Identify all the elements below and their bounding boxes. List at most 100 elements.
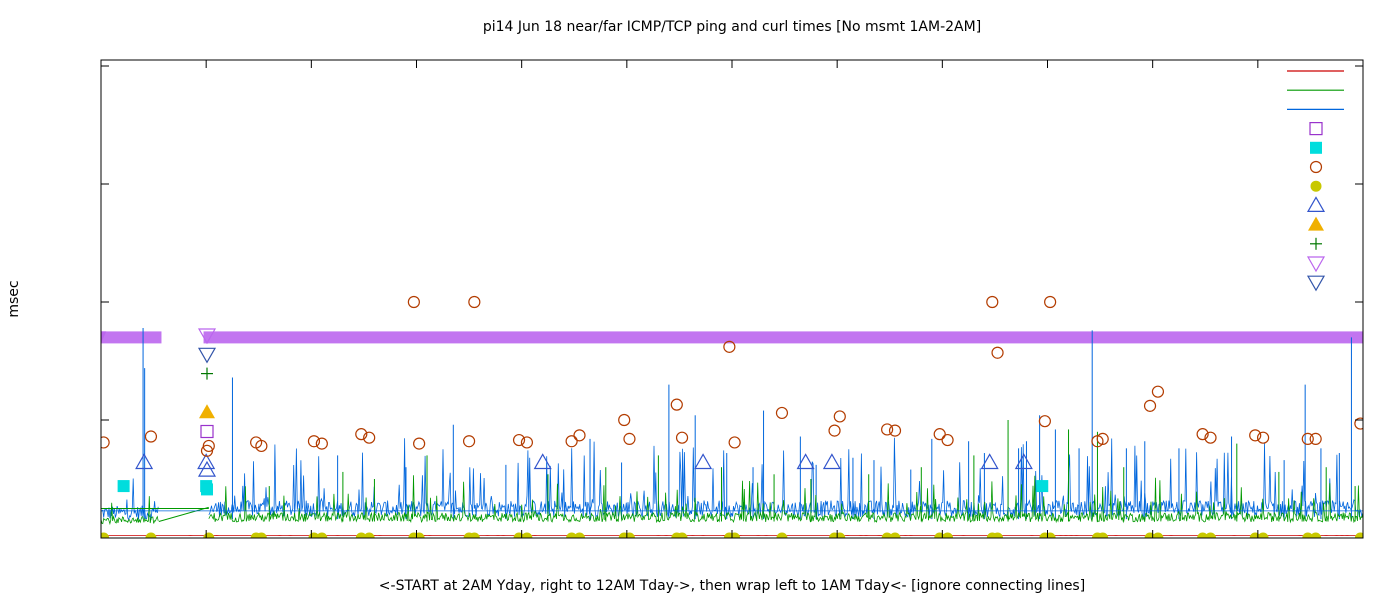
legend-swatch-5 bbox=[1309, 160, 1323, 174]
curl-point-44-shape bbox=[1354, 417, 1363, 430]
dns-point-39-shape bbox=[1205, 532, 1217, 538]
curl-point-34-shape bbox=[1091, 435, 1104, 448]
dns-point-20-shape bbox=[676, 532, 688, 538]
dns-point-35 bbox=[1097, 532, 1109, 538]
dns-point-31 bbox=[992, 532, 1004, 538]
curl-point-5 bbox=[307, 435, 321, 448]
dns-point-0-shape bbox=[101, 532, 110, 538]
curl-point-36-shape bbox=[1143, 399, 1157, 412]
deep-timeout-5-shape bbox=[822, 453, 841, 470]
dns-point-41-shape bbox=[1257, 532, 1269, 538]
legend-swatch-8-shape bbox=[1308, 216, 1324, 231]
anomaly-marker-7-shape bbox=[197, 460, 217, 477]
curl-point-37 bbox=[1151, 385, 1165, 398]
legend-swatch-7 bbox=[1306, 196, 1326, 212]
curl-point-43-shape bbox=[1309, 432, 1322, 445]
dns-point-43 bbox=[1310, 532, 1322, 538]
dns-point-23 bbox=[776, 532, 788, 538]
curl-point-1 bbox=[144, 430, 158, 443]
curl-point-20 bbox=[675, 431, 689, 444]
legend-swatch-10 bbox=[1306, 256, 1326, 273]
curl-point-21-shape bbox=[723, 340, 736, 353]
curl-point-16-shape bbox=[573, 429, 586, 442]
curl-point-10-shape bbox=[413, 437, 426, 450]
anomaly-marker-5-shape bbox=[200, 424, 214, 439]
curl-point-18 bbox=[623, 432, 636, 445]
curl-point-22 bbox=[728, 436, 741, 449]
dns-point-44 bbox=[1354, 532, 1363, 538]
curl-point-28 bbox=[933, 428, 946, 441]
curl-point-33 bbox=[1044, 295, 1057, 309]
dns-point-1-shape bbox=[145, 532, 157, 538]
curl-point-37-shape bbox=[1151, 385, 1165, 398]
dns-point-8 bbox=[363, 532, 375, 538]
tcp-gap-line-b bbox=[158, 506, 209, 522]
dns-point-29 bbox=[942, 532, 954, 538]
deep-timeout-3 bbox=[694, 453, 713, 470]
dns-point-43-shape bbox=[1310, 532, 1322, 538]
dns-point-31-shape bbox=[992, 532, 1004, 538]
legend-swatch-5-shape bbox=[1309, 160, 1323, 174]
curl-point-9-shape bbox=[407, 295, 420, 309]
dns-point-1 bbox=[145, 532, 157, 538]
curl-point-8 bbox=[363, 431, 376, 444]
y-axis-label: msec bbox=[6, 280, 22, 317]
curl-point-14-shape bbox=[520, 436, 534, 449]
curl-point-27-shape bbox=[888, 424, 902, 437]
curl-point-17 bbox=[618, 413, 631, 427]
anomaly-marker-0 bbox=[197, 328, 217, 345]
legend-swatch-10-shape bbox=[1306, 256, 1326, 273]
anomaly-marker-5 bbox=[200, 424, 214, 439]
dns-point-41 bbox=[1257, 532, 1269, 538]
dns-point-37 bbox=[1152, 532, 1164, 538]
curl-point-41 bbox=[1256, 431, 1270, 444]
router-band-1 bbox=[203, 331, 1363, 344]
anomaly-marker-8-shape bbox=[201, 483, 213, 496]
curl-point-25-shape bbox=[833, 410, 846, 423]
curl-point-35 bbox=[1096, 432, 1109, 445]
curl-point-5-shape bbox=[307, 435, 321, 448]
curl-point-11-shape bbox=[462, 435, 476, 448]
deep-timeout-6-shape bbox=[980, 453, 999, 470]
router-band-cap-left bbox=[101, 331, 107, 344]
curl-point-15 bbox=[565, 435, 578, 448]
dns-point-4 bbox=[255, 532, 267, 538]
curl-point-31-shape bbox=[991, 346, 1004, 359]
dns-point-8-shape bbox=[363, 532, 375, 538]
curl-point-23-shape bbox=[775, 406, 789, 420]
router-band-0 bbox=[101, 331, 162, 344]
dns-point-27 bbox=[889, 532, 901, 538]
dns-point-44-shape bbox=[1354, 532, 1363, 538]
curl-point-12 bbox=[468, 295, 481, 309]
curl-point-6-shape bbox=[315, 437, 328, 450]
legend-swatch-11-shape bbox=[1306, 275, 1326, 292]
axis-ticks bbox=[100, 60, 1364, 539]
curl-point-30 bbox=[986, 295, 999, 309]
curl-point-40-shape bbox=[1249, 429, 1262, 442]
dns-point-14-shape bbox=[521, 532, 533, 538]
dns-point-0 bbox=[101, 532, 110, 538]
dns-point-4-shape bbox=[255, 532, 267, 538]
legend-swatch-4-shape bbox=[1310, 141, 1322, 154]
anomaly-marker-4 bbox=[199, 404, 215, 419]
legend bbox=[1287, 70, 1344, 292]
curl-point-18-shape bbox=[623, 432, 636, 445]
curl-point-1-shape bbox=[144, 430, 158, 443]
plot-frame bbox=[100, 59, 1364, 539]
curl-point-42 bbox=[1301, 432, 1314, 445]
deep-timeout-4 bbox=[796, 453, 815, 470]
anomaly-marker-1 bbox=[197, 347, 217, 364]
anomaly-marker-6-shape bbox=[200, 444, 214, 457]
tcp-timeout-2 bbox=[1036, 480, 1049, 493]
curl-point-39 bbox=[1204, 431, 1217, 444]
curl-point-23 bbox=[775, 406, 789, 420]
dns-point-12-shape bbox=[468, 532, 480, 538]
dns-point-37-shape bbox=[1152, 532, 1164, 538]
deep-timeout-1-shape bbox=[197, 453, 216, 470]
legend-swatch-7-shape bbox=[1306, 196, 1326, 212]
curl-point-43 bbox=[1309, 432, 1322, 445]
tcp-timeout-0 bbox=[117, 480, 130, 493]
curl-point-26 bbox=[881, 423, 894, 436]
dns-point-14 bbox=[521, 532, 533, 538]
curl-point-4 bbox=[255, 439, 268, 453]
